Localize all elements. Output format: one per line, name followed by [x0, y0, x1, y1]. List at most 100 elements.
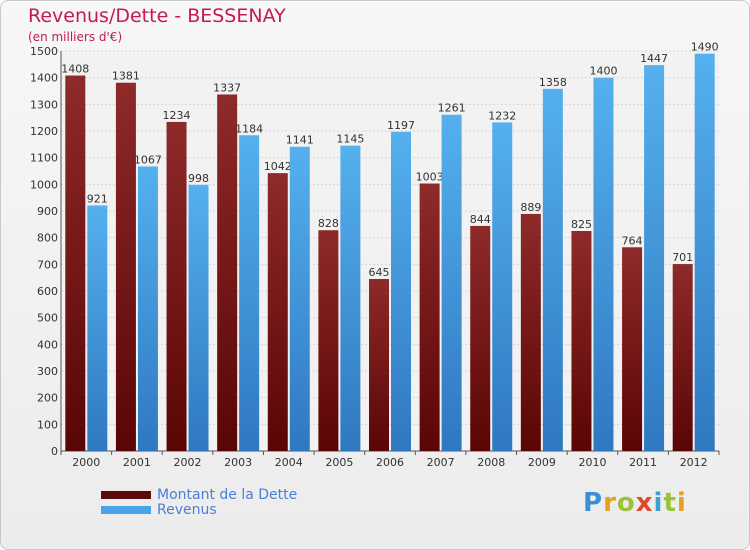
- y-tick-label: 1300: [30, 98, 58, 111]
- y-tick-label: 1500: [30, 45, 58, 58]
- data-label-dette: 701: [672, 251, 693, 264]
- bar-dette: [470, 225, 491, 451]
- y-tick-label: 400: [37, 338, 58, 351]
- y-tick-label: 600: [37, 285, 58, 298]
- data-label-dette: 825: [571, 218, 592, 231]
- bar-dette: [520, 213, 541, 451]
- y-tick-label: 100: [37, 418, 58, 431]
- x-tick-label: 2002: [174, 456, 202, 469]
- bar-dette: [369, 279, 389, 451]
- y-tick-label: 300: [37, 365, 58, 378]
- data-label-revenus: 1067: [134, 153, 162, 166]
- data-label-dette: 1337: [213, 81, 241, 94]
- bar-dette: [571, 231, 592, 451]
- logo-letter: o: [616, 488, 636, 518]
- bar-dette: [672, 264, 693, 451]
- y-tick-label: 1400: [30, 72, 58, 85]
- y-tick-label: 500: [37, 312, 58, 325]
- chart-subtitle: (en milliers d'€): [28, 30, 123, 44]
- data-label-revenus: 1232: [488, 109, 516, 122]
- data-label-revenus: 1141: [286, 134, 314, 147]
- data-label-dette: 1408: [61, 63, 89, 76]
- y-tick-label: 1000: [30, 178, 58, 191]
- plot-area: [61, 51, 719, 451]
- bar-dette: [115, 82, 136, 451]
- x-tick-label: 2011: [629, 456, 657, 469]
- legend-swatch-dette: [101, 490, 151, 499]
- data-label-revenus: 1145: [336, 133, 364, 146]
- logo-letter: x: [635, 488, 654, 518]
- data-label-dette: 828: [318, 217, 339, 230]
- x-tick-label: 2006: [376, 456, 404, 469]
- y-tick-label: 200: [37, 392, 58, 405]
- legend-label-dette: Montant de la Dette: [157, 486, 298, 503]
- bar-dette: [65, 75, 86, 452]
- y-tick-label: 900: [37, 205, 58, 218]
- logo-letter: t: [663, 488, 677, 518]
- bar-revenus: [239, 135, 260, 451]
- data-label-revenus: 1490: [691, 41, 719, 54]
- data-label-dette: 764: [622, 234, 643, 247]
- data-label-revenus: 1358: [539, 76, 567, 89]
- bar-dette: [166, 121, 187, 451]
- legend-item-revenus: Revenus: [101, 501, 297, 518]
- logo-letter: r: [603, 488, 617, 518]
- data-label-revenus: 998: [188, 172, 209, 185]
- x-tick-label: 2004: [275, 456, 303, 469]
- x-tick-label: 2010: [578, 456, 606, 469]
- bar-revenus: [87, 205, 108, 451]
- data-label-revenus: 1184: [235, 122, 263, 135]
- x-tick-label: 2007: [427, 456, 455, 469]
- logo-letter: i: [676, 488, 687, 518]
- bar-revenus: [492, 122, 513, 451]
- y-tick-label: 800: [37, 232, 58, 245]
- bar-dette: [318, 230, 339, 451]
- legend-item-dette: Montant de la Dette: [101, 486, 298, 503]
- x-tick-label: 2008: [477, 456, 505, 469]
- logo-letter: P: [583, 488, 604, 518]
- bar-revenus: [593, 77, 614, 452]
- bar-revenus: [391, 131, 411, 452]
- y-tick-label: 0: [51, 445, 58, 458]
- x-tick-label: 2012: [680, 456, 708, 469]
- data-label-dette: 1234: [163, 109, 191, 122]
- y-tick-label: 1200: [30, 125, 58, 138]
- data-label-revenus: 1447: [640, 52, 668, 65]
- data-label-dette: 1042: [264, 160, 292, 173]
- bar-revenus: [137, 166, 158, 451]
- bar-revenus: [340, 145, 361, 451]
- data-label-revenus: 921: [87, 192, 108, 205]
- bar-dette: [267, 173, 288, 451]
- legend-label-revenus: Revenus: [157, 501, 217, 518]
- y-tick-label: 1100: [30, 152, 58, 165]
- x-tick-label: 2000: [72, 456, 100, 469]
- bar-revenus: [188, 184, 209, 451]
- data-label-revenus: 1197: [387, 119, 415, 132]
- legend: Montant de la Dette Revenus: [101, 486, 298, 518]
- x-tick-label: 2005: [325, 456, 353, 469]
- logo-letter: i: [653, 488, 664, 518]
- x-tick-label: 2009: [528, 456, 556, 469]
- y-tick-label: 700: [37, 258, 58, 271]
- bar-revenus: [644, 65, 665, 451]
- bar-dette: [622, 247, 643, 451]
- bar-revenus: [542, 88, 563, 451]
- legend-swatch-revenus: [101, 505, 151, 514]
- data-label-revenus: 1261: [438, 102, 466, 115]
- data-label-dette: 889: [520, 201, 541, 214]
- chart-title: Revenus/Dette - BESSENAY: [28, 5, 286, 27]
- x-tick-label: 2003: [224, 456, 252, 469]
- bar-dette: [217, 94, 238, 451]
- proxiti-logo: Proxiti: [583, 488, 687, 518]
- data-label-dette: 1381: [112, 70, 140, 83]
- bar-revenus: [289, 146, 310, 451]
- data-label-dette: 1003: [416, 171, 444, 184]
- bar-revenus: [694, 53, 715, 452]
- bar-dette: [419, 183, 440, 452]
- x-tick-label: 2001: [123, 456, 151, 469]
- bar-revenus: [441, 114, 462, 451]
- data-label-dette: 844: [470, 213, 491, 226]
- data-label-dette: 645: [369, 266, 390, 279]
